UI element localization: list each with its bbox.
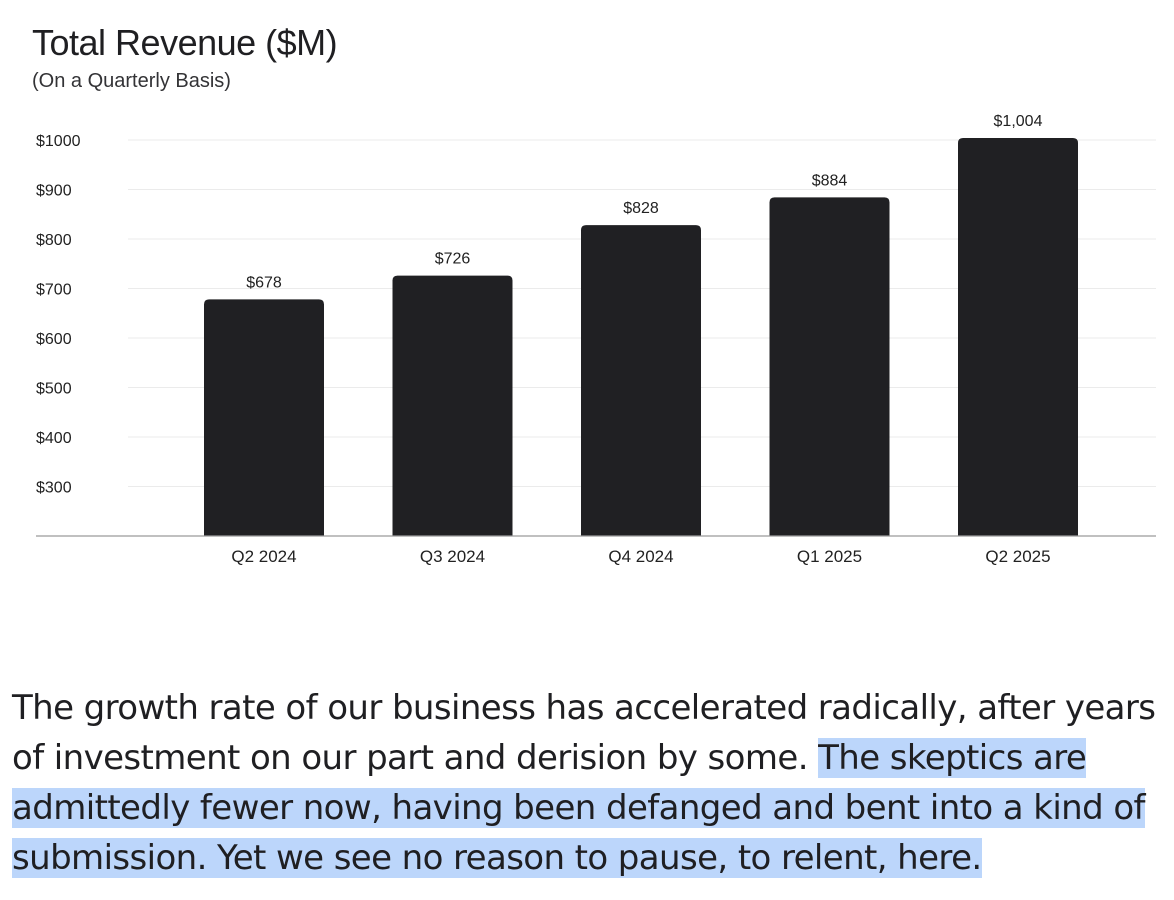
data-label: $884	[812, 172, 848, 189]
bars	[204, 138, 1078, 537]
x-tick-label: Q2 2025	[985, 547, 1050, 566]
body-paragraph: The growth rate of our business has acce…	[12, 683, 1162, 883]
y-tick-label: $800	[36, 232, 72, 249]
data-labels: $678 $726 $828 $884 $1,004	[246, 113, 1042, 291]
y-tick-label: $900	[36, 183, 72, 200]
chart-title: Total Revenue ($M)	[32, 22, 338, 63]
paragraph-text: The growth rate of our business has acce…	[12, 688, 1156, 778]
bar	[581, 225, 701, 536]
chart-subtitle: (On a Quarterly Basis)	[32, 70, 231, 92]
data-label: $726	[435, 251, 471, 268]
bar	[204, 299, 324, 536]
y-axis-ticks: $300 $400 $500 $600 $700 $800 $900 $1000	[36, 133, 81, 497]
y-tick-label: $300	[36, 480, 72, 497]
bar	[958, 138, 1078, 536]
data-label: $828	[623, 200, 659, 217]
bar	[392, 275, 513, 536]
bar	[769, 197, 890, 537]
data-label: $1,004	[994, 113, 1043, 130]
y-tick-label: $600	[36, 331, 72, 348]
x-axis-labels: Q2 2024 Q3 2024 Q4 2024 Q1 2025 Q2 2025	[231, 547, 1050, 566]
revenue-bar-chart: $300 $400 $500 $600 $700 $800 $900 $1000 $678 $7…	[36, 113, 1156, 566]
y-tick-label: $500	[36, 381, 72, 398]
x-tick-label: Q4 2024	[608, 547, 673, 566]
x-tick-label: Q2 2024	[231, 547, 296, 566]
data-label: $678	[246, 274, 282, 291]
x-tick-label: Q1 2025	[797, 547, 862, 566]
y-tick-label: $700	[36, 282, 72, 299]
y-tick-label: $1000	[36, 133, 81, 150]
y-tick-label: $400	[36, 430, 72, 447]
x-tick-label: Q3 2024	[420, 547, 485, 566]
